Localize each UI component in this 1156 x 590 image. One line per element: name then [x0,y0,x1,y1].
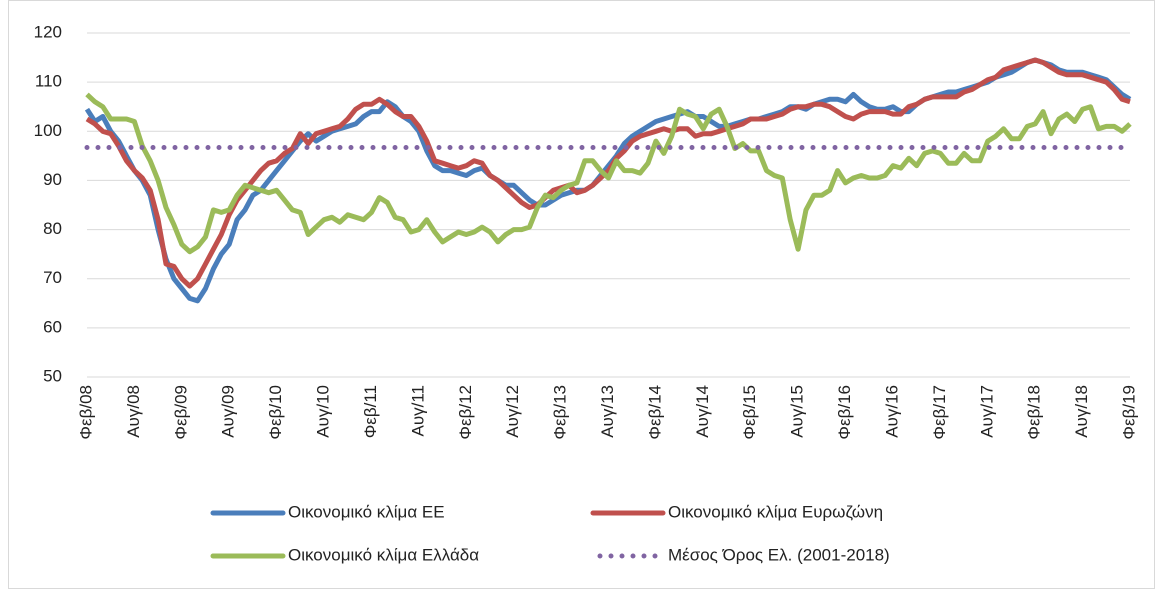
x-tick-label: Φεβ/16 [835,385,854,440]
x-tick-label: Αυγ/10 [314,385,333,438]
x-tick-label: Φεβ/17 [930,385,949,440]
legend-label: Μέσος Όρος Ελ. (2001-2018) [668,545,890,564]
x-tick-label: Φεβ/09 [171,385,190,440]
x-tick-label: Αυγ/15 [788,385,807,438]
x-tick-label: Αυγ/08 [124,385,143,438]
x-tick-label: Αυγ/12 [503,385,522,438]
x-tick-label: Φεβ/14 [645,385,664,440]
y-tick-label: 80 [43,219,62,238]
y-tick-label: 60 [43,317,62,336]
x-tick-label: Φεβ/13 [551,385,570,440]
legend-label: Οικονομικό κλίμα ΕΕ [288,502,445,521]
x-tick-label: Αυγ/13 [598,385,617,438]
x-tick-label: Φεβ/12 [456,385,475,440]
y-tick-label: 110 [35,72,62,91]
x-tick-label: Φεβ/10 [266,385,285,440]
x-tick-label: Φεβ/08 [76,385,95,440]
series-line [85,57,1131,289]
legend-label: Οικονομικό κλίμα Ευρωζώνη [668,502,883,521]
y-tick-label: 120 [34,22,62,41]
x-tick-label: Αυγ/11 [408,385,427,437]
y-tick-label: 90 [43,170,62,189]
y-tick-label: 100 [34,121,62,140]
legend-label: Οικονομικό κλίμα Ελλάδα [288,545,479,564]
x-tick-label: Φεβ/15 [740,385,759,440]
series-line [85,92,1132,255]
y-tick-label: 50 [43,366,62,385]
x-tick-label: Αυγ/14 [693,385,712,438]
x-tick-label: Φεβ/19 [1119,385,1138,440]
x-tick-label: Αυγ/09 [219,385,238,438]
x-tick-label: Αυγ/17 [977,385,996,438]
x-tick-label: Αυγ/18 [1072,385,1091,438]
y-tick-label: 70 [43,268,62,287]
x-tick-label: Φεβ/18 [1025,385,1044,440]
x-tick-label: Φεβ/11 [361,385,380,438]
chart-frame [8,0,1155,589]
x-tick-label: Αυγ/16 [882,385,901,438]
